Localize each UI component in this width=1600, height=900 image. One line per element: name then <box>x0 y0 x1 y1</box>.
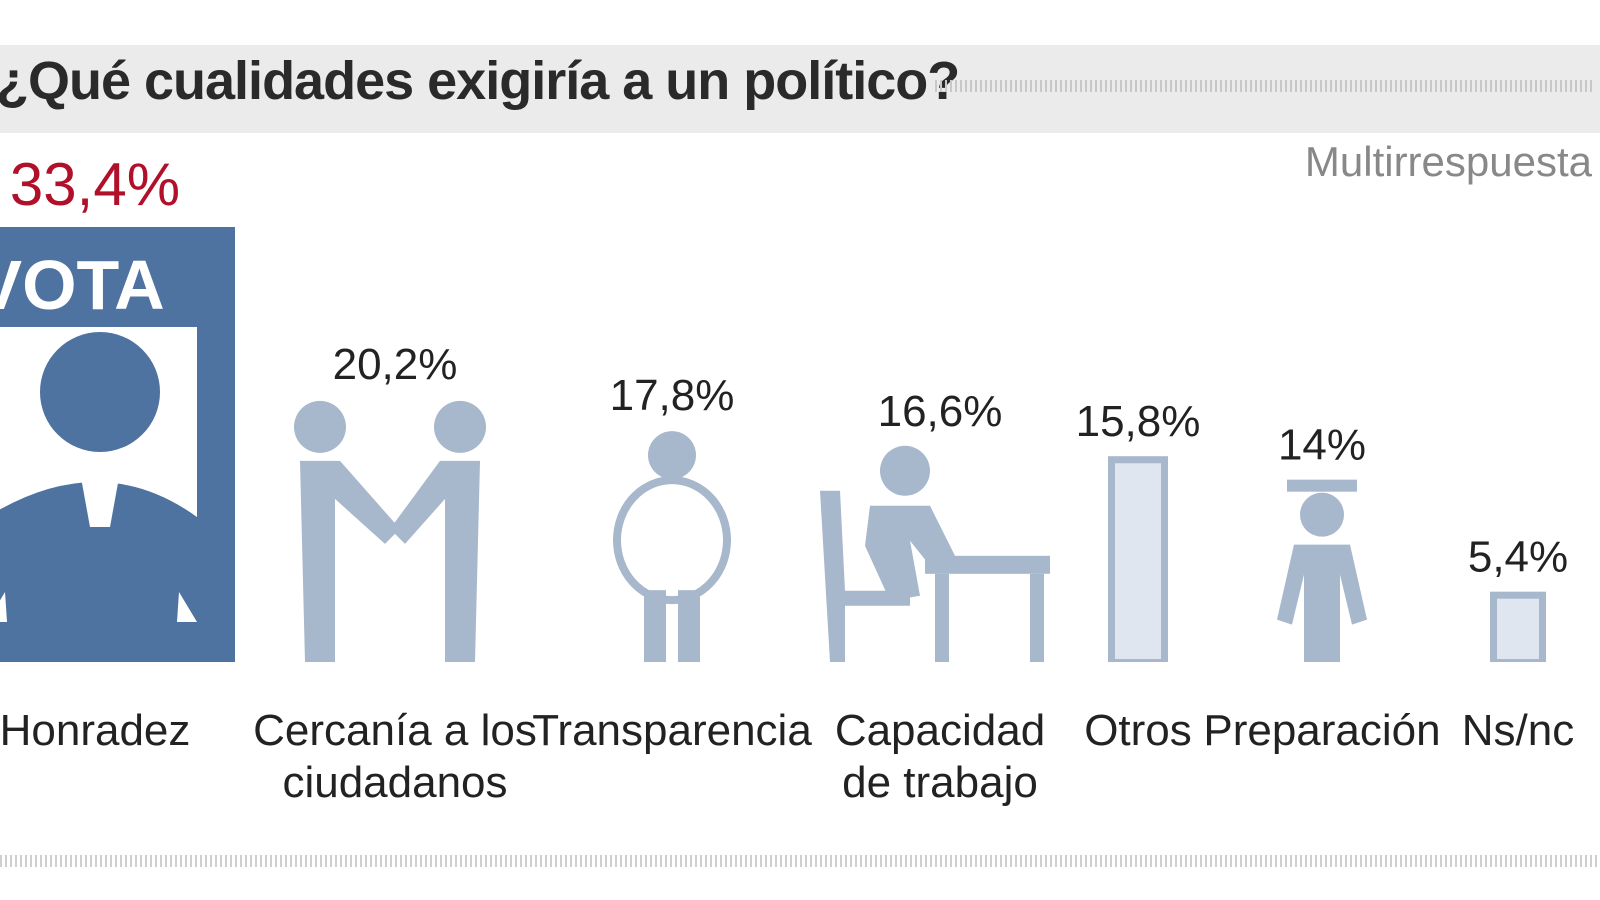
value-label: 14% <box>1278 421 1366 470</box>
value-label: 20,2% <box>333 340 458 389</box>
bottom-dotted-rule <box>0 855 1600 867</box>
value-label: 15,8% <box>1076 397 1201 446</box>
category-label: Preparación <box>1203 706 1440 755</box>
value-label: 5,4% <box>1468 533 1568 582</box>
ballot-text: VOTA <box>0 246 165 324</box>
category-label: Capacidad de trabajo <box>835 706 1045 807</box>
category-label: Honradez <box>0 706 190 755</box>
category-label: Ns/nc <box>1462 706 1574 755</box>
bar-icon <box>1490 591 1546 662</box>
category-label: Transparencia <box>532 706 812 755</box>
chart-title: ¿Qué cualidades exigiría a un político? <box>0 51 960 111</box>
ballot-box-icon: VOTA <box>0 227 235 662</box>
category-label: Cercanía a los ciudadanos <box>253 706 537 807</box>
multirrespuesta-note: Multirrespuesta <box>1304 138 1592 185</box>
category-label: Otros <box>1084 706 1192 755</box>
title-dotted-rule <box>935 80 1595 92</box>
worker-at-desk-icon <box>820 445 1050 662</box>
value-label: 17,8% <box>610 371 735 420</box>
handshake-icon <box>294 400 486 662</box>
graduate-icon <box>1277 479 1367 662</box>
value-label: 16,6% <box>878 387 1003 436</box>
bar-icon <box>1108 456 1168 662</box>
transparent-person-icon <box>613 431 731 662</box>
value-label: 33,4% <box>10 151 180 218</box>
